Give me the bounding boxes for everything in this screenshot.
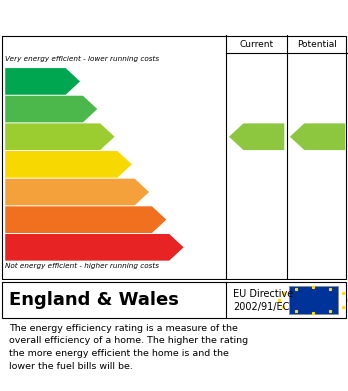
Text: A: A — [68, 75, 77, 88]
Text: B: B — [85, 102, 94, 116]
Text: E: E — [137, 185, 145, 199]
Text: C: C — [102, 130, 111, 143]
Polygon shape — [5, 151, 132, 178]
Text: Not energy efficient - higher running costs: Not energy efficient - higher running co… — [5, 263, 159, 269]
Text: F: F — [155, 213, 163, 226]
Text: (1-20): (1-20) — [9, 244, 34, 250]
Text: The energy efficiency rating is a measure of the
overall efficiency of a home. T: The energy efficiency rating is a measur… — [9, 323, 248, 371]
FancyBboxPatch shape — [289, 286, 338, 314]
Text: (21-38): (21-38) — [9, 217, 39, 222]
Text: (55-68): (55-68) — [9, 161, 40, 167]
Text: (69-80): (69-80) — [9, 134, 40, 140]
Text: 2002/91/EC: 2002/91/EC — [233, 302, 290, 312]
Text: 78: 78 — [250, 130, 269, 144]
Text: 79: 79 — [311, 130, 330, 144]
Text: Energy Efficiency Rating: Energy Efficiency Rating — [9, 10, 229, 25]
Polygon shape — [5, 179, 149, 205]
Polygon shape — [290, 124, 345, 150]
Polygon shape — [5, 68, 80, 95]
Polygon shape — [5, 96, 97, 122]
Text: EU Directive: EU Directive — [233, 289, 293, 299]
Text: (92-100): (92-100) — [9, 79, 44, 84]
Text: Current: Current — [239, 40, 274, 49]
Polygon shape — [5, 206, 166, 233]
Text: (81-91): (81-91) — [9, 106, 39, 112]
Text: D: D — [119, 158, 129, 171]
Polygon shape — [5, 234, 184, 261]
Text: Very energy efficient - lower running costs: Very energy efficient - lower running co… — [5, 56, 159, 62]
Text: England & Wales: England & Wales — [9, 291, 179, 309]
Text: Potential: Potential — [298, 40, 338, 49]
Polygon shape — [229, 124, 284, 150]
Text: (39-54): (39-54) — [9, 189, 39, 195]
Text: G: G — [171, 241, 181, 254]
Polygon shape — [5, 124, 114, 150]
